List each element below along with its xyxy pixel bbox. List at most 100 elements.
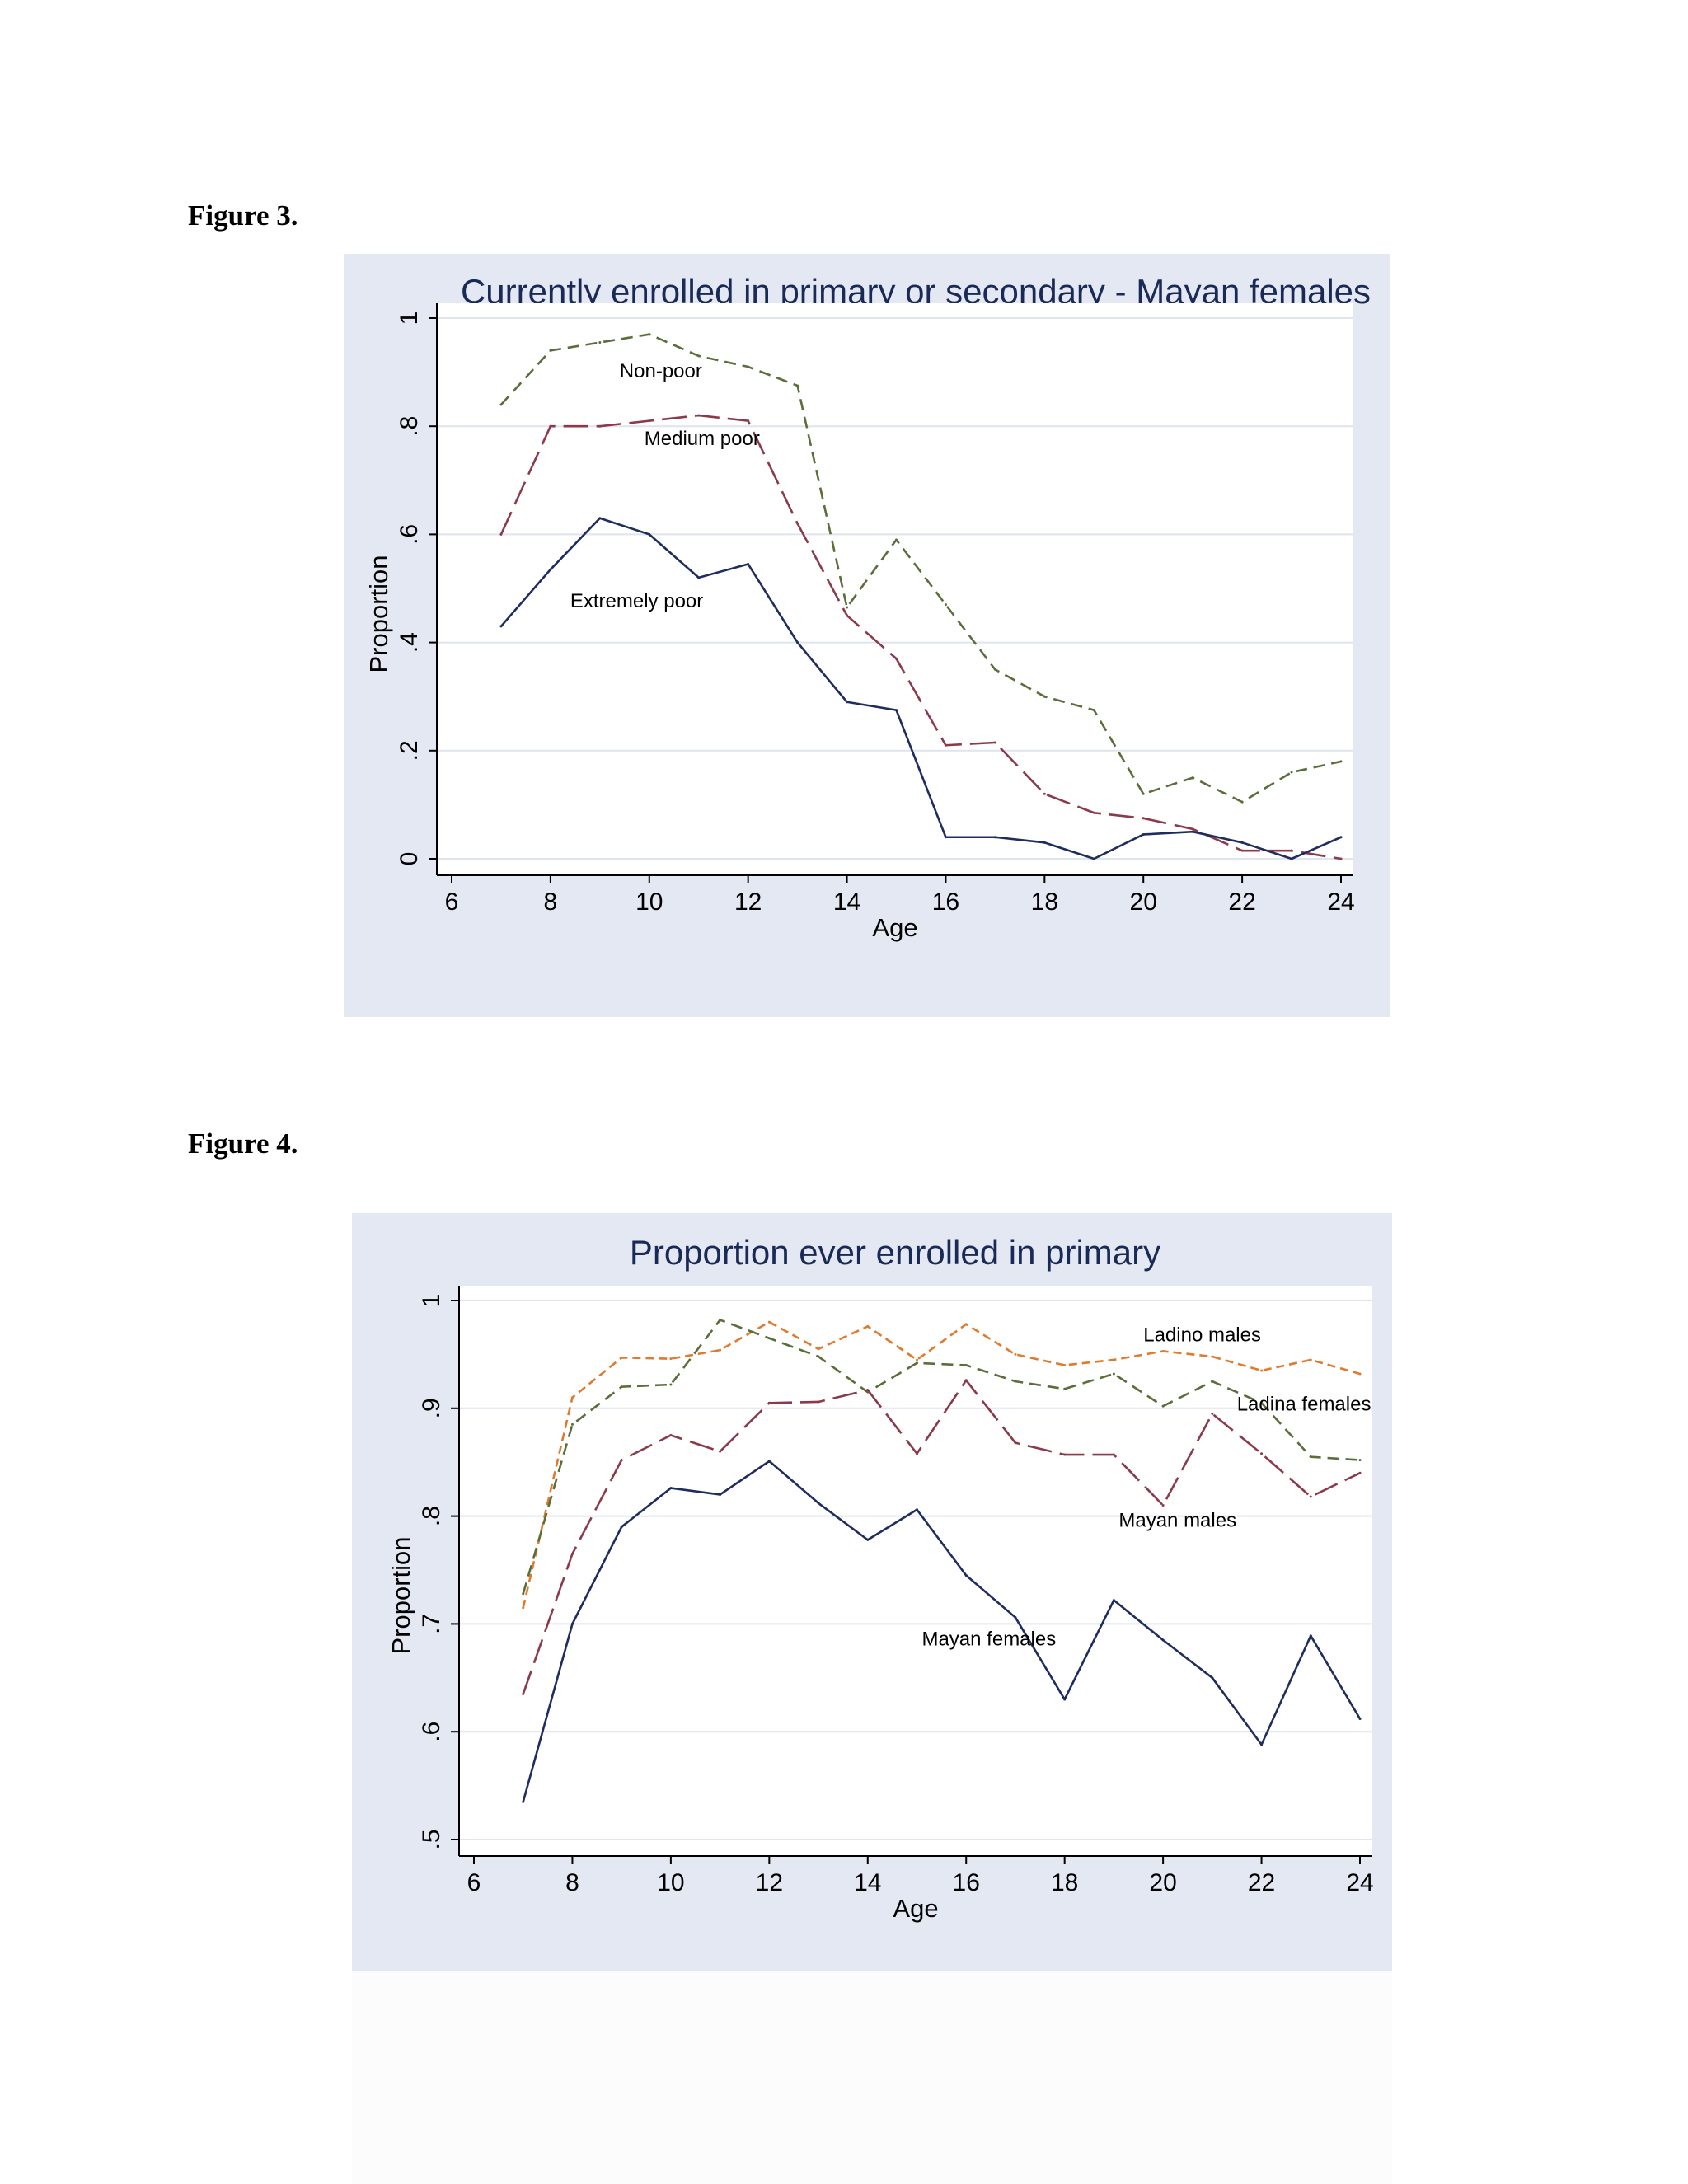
data-point-non-poor bbox=[993, 668, 996, 671]
data-point-ladino-males bbox=[719, 1348, 722, 1352]
data-point-medium-poor bbox=[697, 414, 701, 417]
x-axis-label: Age bbox=[893, 1894, 938, 1923]
data-point-ladina-females bbox=[1014, 1380, 1017, 1383]
data-point-mayan-males bbox=[1309, 1495, 1312, 1498]
data-point-extremely-poor bbox=[549, 568, 552, 571]
figure-4-caption: Figure 4. bbox=[188, 1127, 298, 1160]
chart-title: Proportion ever enrolled in primary bbox=[630, 1233, 1160, 1272]
x-tick-label: 20 bbox=[1130, 888, 1157, 916]
x-tick-label: 24 bbox=[1327, 888, 1354, 916]
data-point-ladina-females bbox=[570, 1422, 574, 1426]
series-label-extremely-poor: Extremely poor bbox=[570, 590, 703, 612]
data-point-ladina-females bbox=[964, 1363, 968, 1366]
data-point-medium-poor bbox=[993, 741, 996, 744]
data-point-extremely-poor bbox=[1339, 836, 1343, 839]
data-point-extremely-poor bbox=[747, 562, 750, 565]
figure-4-chart-panel: Proportion ever enrolled in primary 6 8 10 1… bbox=[352, 1213, 1392, 1971]
x-tick-label: 12 bbox=[734, 888, 762, 916]
data-point-ladino-males bbox=[866, 1324, 870, 1328]
data-point-medium-poor bbox=[499, 532, 503, 536]
data-point-mayan-females bbox=[866, 1538, 870, 1541]
x-tick-label: 24 bbox=[1346, 1869, 1373, 1896]
x-tick-label: 18 bbox=[1031, 888, 1058, 916]
data-point-mayan-females bbox=[1309, 1634, 1312, 1638]
figure-4-chart: Proportion ever enrolled in primary 6 8 10 1… bbox=[387, 1233, 1374, 1923]
y-tick-label: .7 bbox=[418, 1614, 445, 1634]
series-label-mayan-females: Mayan females bbox=[921, 1629, 1056, 1651]
series-line-extremely-poor bbox=[499, 517, 1342, 860]
data-point-medium-poor bbox=[944, 743, 947, 747]
data-point-ladina-females bbox=[1358, 1459, 1362, 1462]
data-point-ladino-males bbox=[1211, 1355, 1214, 1358]
data-point-mayan-males bbox=[1161, 1504, 1165, 1507]
data-point-ladino-males bbox=[1014, 1352, 1017, 1356]
series-line-ladina-females bbox=[522, 1319, 1361, 1595]
y-tick-label: .4 bbox=[396, 632, 423, 653]
x-tick-label: 8 bbox=[544, 888, 558, 916]
data-point-medium-poor bbox=[1240, 849, 1244, 852]
data-point-mayan-males bbox=[767, 1401, 771, 1404]
y-tick-label: .2 bbox=[396, 740, 423, 761]
data-point-ladina-females bbox=[916, 1361, 918, 1365]
data-point-mayan-males bbox=[719, 1450, 722, 1453]
data-point-mayan-males bbox=[1112, 1453, 1115, 1456]
data-point-mayan-females bbox=[1063, 1698, 1067, 1701]
data-point-extremely-poor bbox=[1290, 857, 1293, 860]
data-point-ladino-males bbox=[1112, 1358, 1115, 1361]
data-point-extremely-poor bbox=[993, 836, 996, 839]
x-tick-label: 6 bbox=[467, 1869, 481, 1896]
data-point-mayan-females bbox=[1014, 1616, 1017, 1619]
data-point-mayan-females bbox=[1211, 1676, 1214, 1680]
data-point-mayan-males bbox=[1063, 1453, 1067, 1456]
data-point-ladina-females bbox=[669, 1383, 673, 1386]
data-point-ladina-females bbox=[719, 1319, 722, 1322]
data-point-extremely-poor bbox=[1191, 830, 1194, 833]
data-point-non-poor bbox=[1339, 760, 1343, 763]
x-tick-label: 10 bbox=[635, 888, 663, 916]
data-point-extremely-poor bbox=[944, 836, 947, 839]
figure-3-chart: Currently enrolled in primary or seconda… bbox=[364, 272, 1371, 942]
data-point-medium-poor bbox=[549, 424, 552, 428]
data-point-non-poor bbox=[1240, 800, 1244, 804]
data-point-non-poor bbox=[796, 384, 799, 387]
data-point-ladina-females bbox=[1112, 1372, 1115, 1376]
data-point-extremely-poor bbox=[598, 517, 602, 520]
data-point-mayan-females bbox=[719, 1493, 722, 1496]
data-point-medium-poor bbox=[1290, 849, 1293, 852]
data-point-non-poor bbox=[1142, 792, 1145, 795]
x-tick-label: 16 bbox=[953, 1869, 980, 1896]
blank-page-area bbox=[352, 1971, 1392, 2184]
data-point-mayan-females bbox=[1112, 1599, 1115, 1602]
data-point-mayan-males bbox=[522, 1692, 525, 1695]
data-point-non-poor bbox=[1043, 695, 1046, 698]
data-point-ladina-females bbox=[620, 1385, 623, 1389]
series-line-mayan-males bbox=[522, 1379, 1361, 1694]
data-point-extremely-poor bbox=[697, 576, 701, 579]
series-line-ladino-males bbox=[522, 1320, 1361, 1609]
data-point-ladina-females bbox=[1161, 1404, 1165, 1408]
data-point-ladino-males bbox=[1161, 1349, 1165, 1352]
y-tick-label: .8 bbox=[418, 1506, 445, 1526]
data-point-extremely-poor bbox=[895, 709, 898, 712]
data-point-ladino-males bbox=[916, 1358, 918, 1361]
data-point-non-poor bbox=[598, 341, 602, 344]
data-point-mayan-females bbox=[1358, 1718, 1362, 1721]
series-line-non-poor bbox=[499, 333, 1342, 804]
series-label-mayan-males: Mayan males bbox=[1118, 1510, 1236, 1532]
data-point-ladino-males bbox=[964, 1323, 968, 1326]
data-point-mayan-females bbox=[669, 1487, 673, 1490]
data-point-mayan-females bbox=[1161, 1638, 1165, 1642]
y-tick-label: 1 bbox=[418, 1294, 445, 1308]
data-point-ladina-females bbox=[767, 1337, 771, 1340]
y-tick-label: .9 bbox=[418, 1398, 445, 1418]
data-point-non-poor bbox=[747, 365, 750, 368]
data-point-extremely-poor bbox=[648, 532, 651, 536]
data-point-mayan-females bbox=[767, 1460, 771, 1463]
series-line-medium-poor bbox=[499, 414, 1342, 860]
plot-area bbox=[437, 303, 1353, 875]
figure-3-chart-panel: Currently enrolled in primary or seconda… bbox=[344, 254, 1390, 1017]
data-point-mayan-females bbox=[817, 1502, 820, 1505]
data-point-mayan-females bbox=[570, 1622, 574, 1625]
data-point-medium-poor bbox=[1191, 827, 1194, 831]
data-point-ladina-females bbox=[817, 1355, 820, 1358]
